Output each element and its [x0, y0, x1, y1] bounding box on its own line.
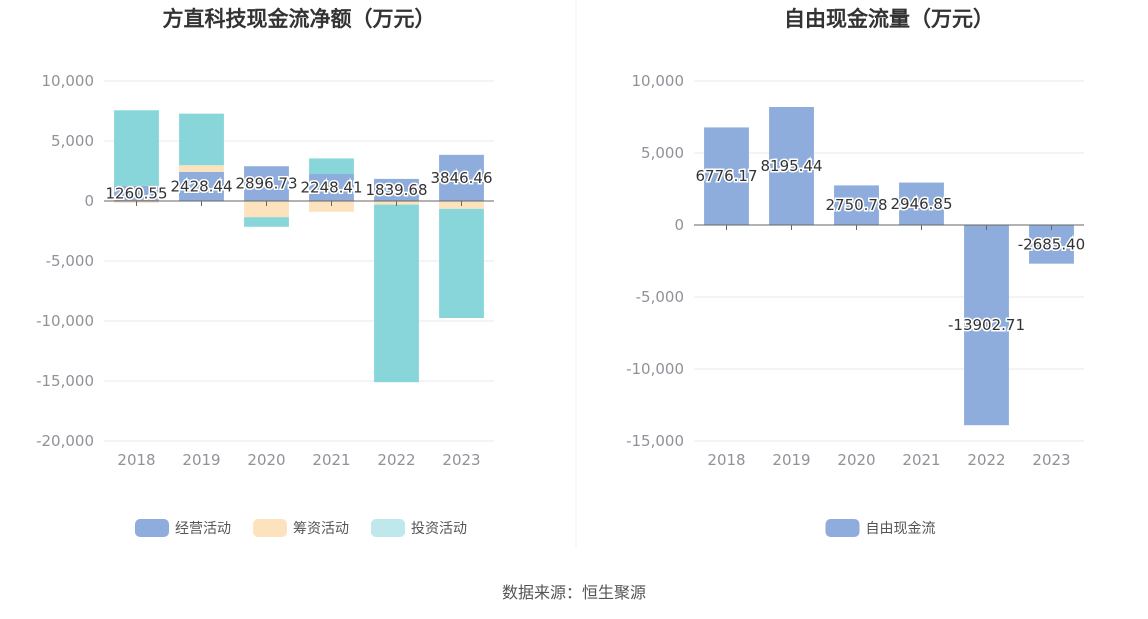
x-tick-label: 2022 [377, 451, 415, 469]
y-tick-label: -15,000 [36, 372, 94, 390]
data-label: -13902.71 [948, 316, 1025, 334]
y-tick-label: -5,000 [46, 252, 94, 270]
x-tick-label: 2023 [1032, 451, 1070, 469]
bar [244, 201, 289, 218]
x-tick-label: 2019 [772, 451, 810, 469]
bar [244, 217, 289, 227]
free-cashflow-chart: 自由现金流量（万元） 10,000 5,000 0 -5,000 -10,000 -15,0… [626, 7, 1087, 537]
y-tick-label: -15,000 [626, 432, 684, 450]
y-tick-label: 0 [84, 192, 94, 210]
data-label: 6776.17 [695, 167, 757, 185]
y-tick-label: 10,000 [632, 72, 685, 90]
bar [114, 110, 159, 186]
bar [374, 178, 419, 201]
bar [114, 185, 159, 201]
bar [179, 165, 224, 172]
x-tick-label: 2021 [902, 451, 940, 469]
bar [439, 154, 484, 201]
y-tick-label: -10,000 [626, 360, 684, 378]
data-label: 2896.73 [235, 175, 297, 193]
data-label: 3846.46 [430, 169, 492, 187]
bar [1029, 225, 1074, 264]
legend-swatch [253, 519, 287, 537]
bar [309, 201, 354, 212]
legend-label: 筹资活动 [293, 520, 349, 537]
x-tick-label: 2020 [247, 451, 285, 469]
bar [309, 158, 354, 175]
data-label: -2685.40 [1018, 235, 1085, 253]
chart-title: 方直科技现金流净额（万元） [163, 7, 436, 31]
x-tick-label: 2018 [117, 451, 155, 469]
bar [439, 208, 484, 318]
legend-label: 自由现金流 [866, 521, 936, 537]
legend-swatch [135, 519, 169, 537]
bar [899, 182, 944, 225]
legend-label: 经营活动 [175, 521, 231, 537]
bar [179, 171, 224, 201]
x-tick-label: 2021 [312, 451, 350, 469]
y-tick-label: -20,000 [36, 432, 94, 450]
cashflow-net-chart: 方直科技现金流净额（万元） 10,000 5,000 0 -5,000 -10,000 -1… [36, 7, 494, 537]
y-tick-label: 10,000 [42, 72, 95, 90]
data-source: 数据来源：恒生聚源 [502, 583, 646, 602]
bar [704, 127, 749, 225]
bar [769, 106, 814, 225]
y-tick-label: 0 [674, 216, 684, 234]
data-label: 1839.68 [365, 181, 427, 199]
x-tick-label: 2019 [182, 451, 220, 469]
legend-swatch [371, 519, 405, 537]
data-label: 2428.44 [170, 177, 232, 195]
chart-title: 自由现金流量（万元） [784, 7, 994, 31]
x-tick-label: 2020 [837, 451, 875, 469]
bar [309, 174, 354, 201]
legend-swatch [825, 519, 860, 537]
data-label: 1260.55 [105, 184, 167, 202]
x-tick-label: 2022 [967, 451, 1005, 469]
data-label: 2946.85 [890, 195, 952, 213]
bar [964, 225, 1009, 426]
x-tick-label: 2023 [442, 451, 480, 469]
y-tick-label: 5,000 [51, 132, 94, 150]
data-label: 2750.78 [825, 196, 887, 214]
x-tick-label: 2018 [707, 451, 745, 469]
bar [179, 113, 224, 166]
data-label: 8195.44 [760, 157, 822, 175]
bar [244, 166, 289, 201]
bar [374, 204, 419, 383]
legend-label: 投资活动 [411, 521, 467, 537]
y-tick-label: 5,000 [641, 144, 684, 162]
bar [834, 185, 879, 225]
data-label: 2248.41 [300, 179, 362, 197]
y-tick-label: -5,000 [636, 288, 684, 306]
y-tick-label: -10,000 [36, 312, 94, 330]
